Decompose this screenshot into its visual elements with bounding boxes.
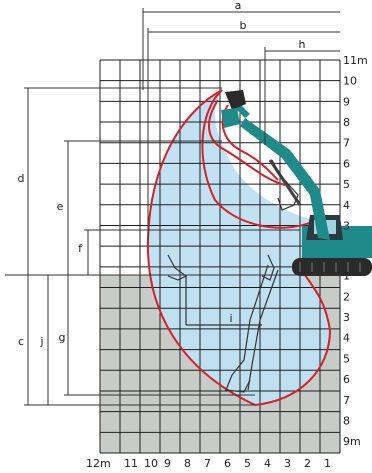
right-scale-tick: 4: [343, 199, 350, 212]
dim-label-f: f: [78, 242, 83, 255]
envelope-outlines: [146, 89, 332, 407]
bottom-scale-tick: 11: [124, 457, 138, 470]
dim-label-g: g: [59, 331, 66, 344]
bottom-scale-tick: 6: [224, 457, 231, 470]
right-scale-tick: 5: [343, 352, 350, 365]
right-scale-tick: 6: [343, 373, 350, 386]
max-reach-envelope: [146, 89, 332, 407]
right-scale-tick: 6: [343, 157, 350, 170]
inner-envelope-1: [201, 89, 313, 229]
right-scale-tick: 3: [343, 311, 350, 324]
dim-label-h: h: [299, 38, 306, 51]
right-scale-tick: 3: [343, 219, 350, 232]
dim-label-e: e: [57, 200, 64, 213]
bottom-scale-tick: 12m: [86, 457, 111, 470]
bottom-scale-tick: 9: [164, 457, 171, 470]
right-scale-tick: 9: [343, 95, 350, 108]
bottom-scale-tick: 7: [204, 457, 211, 470]
right-scale: 11m 10 9 8 7 6 5 4 3 1 2 3 4 5 6 7 8 9m: [343, 54, 368, 448]
grid: [99, 59, 341, 454]
right-scale-tick: 7: [343, 137, 350, 150]
bottom-scale: 12m 11 10 9 8 7 6 5 4 3 2 1: [86, 457, 331, 470]
right-scale-tick: 5: [343, 178, 350, 191]
right-scale-tick: 2: [343, 290, 350, 303]
dim-label-d: d: [18, 172, 25, 185]
bottom-scale-tick: 1: [324, 457, 331, 470]
reach-area: [147, 90, 330, 405]
bottom-scale-tick: 8: [184, 457, 191, 470]
excavator-machine-icon: [232, 100, 372, 276]
right-scale-tick: 1: [343, 270, 350, 283]
right-scale-tick: 9m: [343, 435, 361, 448]
dimension-labels: a b h d e f c j g i: [18, 0, 306, 348]
dim-label-j: j: [39, 335, 43, 348]
right-scale-tick: 8: [343, 116, 350, 129]
arm-boom-icon: [167, 159, 299, 393]
dim-label-c: c: [18, 335, 24, 348]
bottom-scale-tick: 4: [264, 457, 271, 470]
dim-label-a: a: [235, 0, 242, 12]
bottom-scale-tick: 5: [244, 457, 251, 470]
bottom-scale-tick: 10: [144, 457, 158, 470]
right-scale-tick: 11m: [343, 54, 368, 67]
right-scale-tick: 8: [343, 414, 350, 427]
inner-envelope-2: [207, 99, 286, 186]
bottom-scale-tick: 3: [284, 457, 291, 470]
dim-label-i: i: [229, 312, 232, 325]
dim-label-b: b: [240, 19, 247, 32]
right-scale-tick: 10: [343, 75, 357, 88]
right-scale-tick: 7: [343, 394, 350, 407]
dimension-lines: [5, 8, 340, 406]
bottom-scale-tick: 2: [304, 457, 311, 470]
bucket-icon: [221, 90, 246, 128]
right-scale-tick: 4: [343, 332, 350, 345]
